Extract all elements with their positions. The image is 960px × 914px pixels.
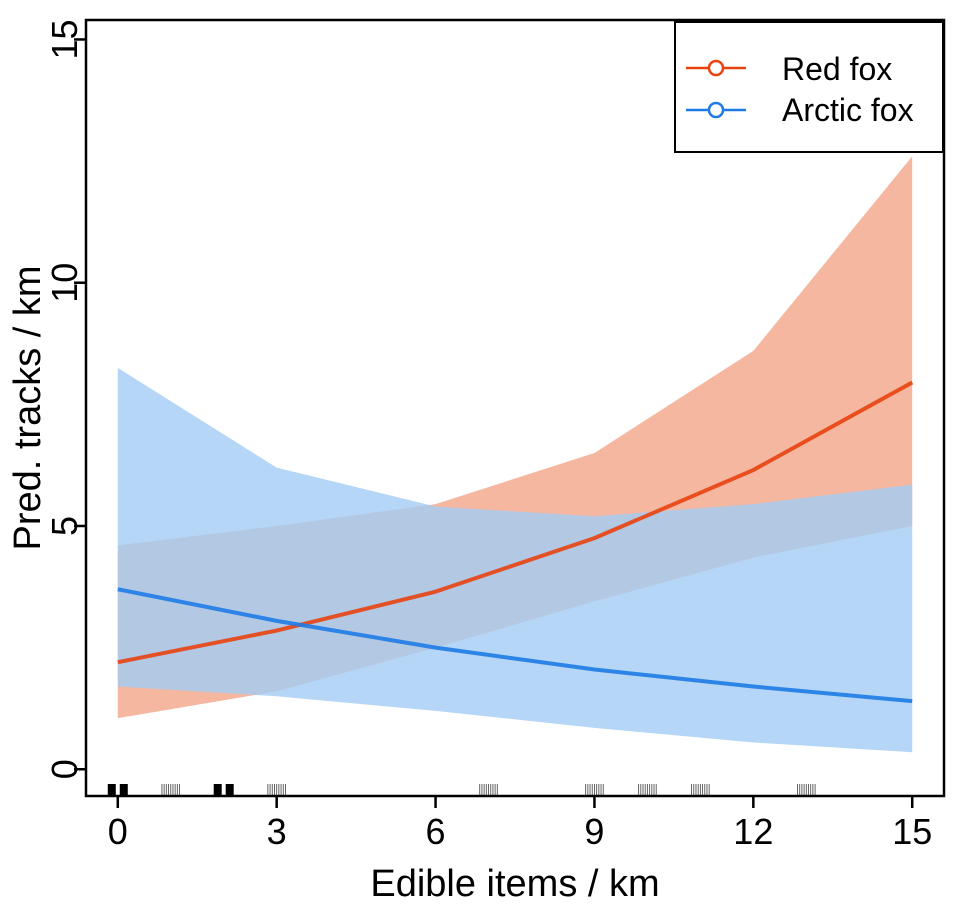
confidence-bands bbox=[117, 156, 913, 753]
legend-marker-red-fox bbox=[707, 59, 725, 77]
rug-tick-heavy bbox=[213, 784, 222, 795]
x-tick-label: 12 bbox=[733, 811, 773, 852]
x-axis: 0 3 6 9 12 15 bbox=[108, 796, 932, 852]
x-axis-title: Edible items / km bbox=[370, 863, 659, 905]
x-tick-label: 3 bbox=[267, 811, 287, 852]
rug-tick-heavy bbox=[119, 784, 128, 795]
series-lines bbox=[117, 380, 914, 704]
x-tick-label: 6 bbox=[426, 811, 446, 852]
legend-label-arctic-fox: Arctic fox bbox=[782, 92, 914, 128]
y-tick-label: 0 bbox=[44, 759, 85, 779]
legend-label-red-fox: Red fox bbox=[782, 51, 892, 87]
y-axis: 0 5 10 15 bbox=[44, 19, 86, 779]
band-arctic-fox bbox=[117, 367, 913, 753]
x-tick-label: 15 bbox=[892, 811, 932, 852]
rug-tick-heavy bbox=[107, 784, 116, 795]
x-tick-label: 9 bbox=[584, 811, 604, 852]
y-axis-title: Pred. tracks / km bbox=[7, 265, 49, 550]
x-tick-label: 0 bbox=[108, 811, 128, 852]
plot-frame bbox=[84, 18, 946, 798]
legend-marker-arctic-fox bbox=[707, 101, 725, 119]
rug-ticks bbox=[107, 784, 816, 795]
legend: Red fox Arctic fox bbox=[674, 21, 944, 153]
y-tick-label: 10 bbox=[44, 263, 85, 303]
y-tick-label: 15 bbox=[44, 19, 85, 59]
legend-box bbox=[674, 21, 944, 153]
rug-tick-heavy bbox=[225, 784, 234, 795]
line-red-fox bbox=[117, 380, 914, 665]
y-tick-label: 5 bbox=[44, 516, 85, 536]
line-arctic-fox bbox=[117, 587, 913, 704]
